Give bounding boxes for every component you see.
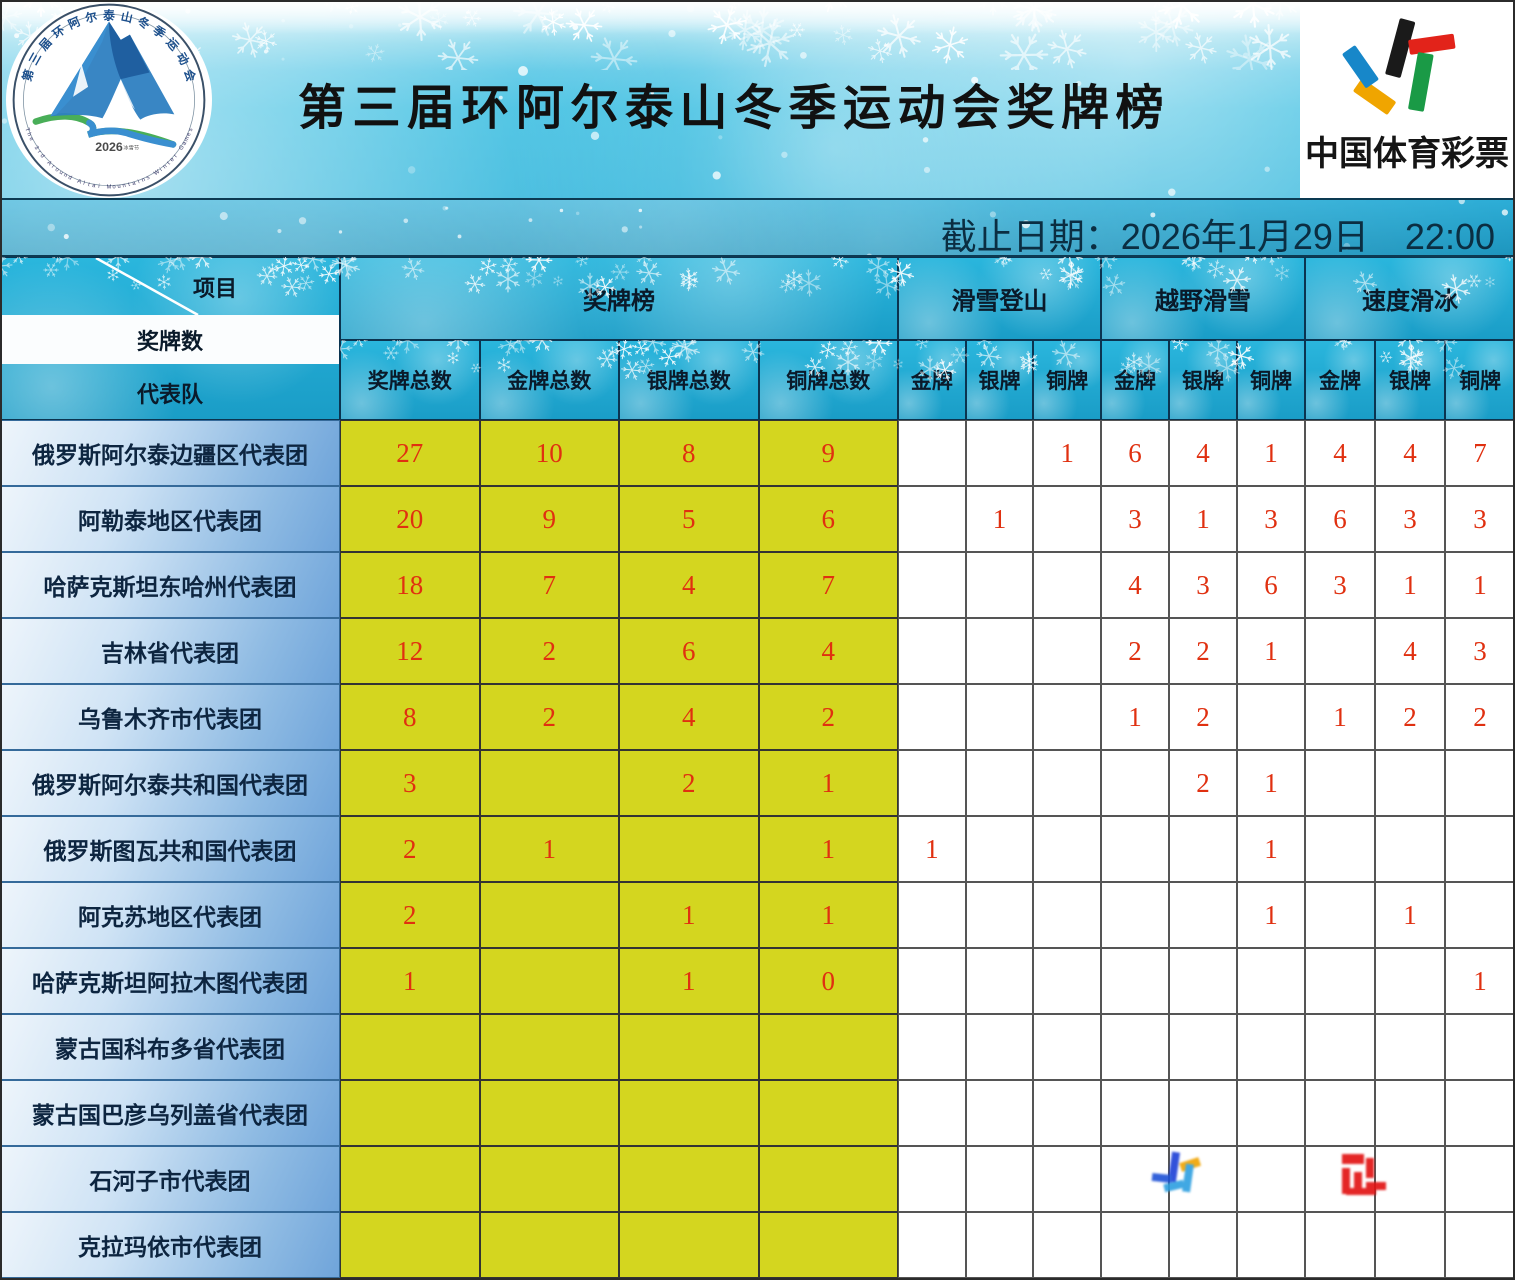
svg-text:2026: 2026 bbox=[95, 140, 123, 154]
svg-text:u: u bbox=[117, 184, 121, 190]
svg-text:中国体育彩票: 中国体育彩票 bbox=[1305, 135, 1509, 173]
svg-text:泰: 泰 bbox=[102, 8, 115, 22]
svg-text:M: M bbox=[107, 184, 112, 190]
